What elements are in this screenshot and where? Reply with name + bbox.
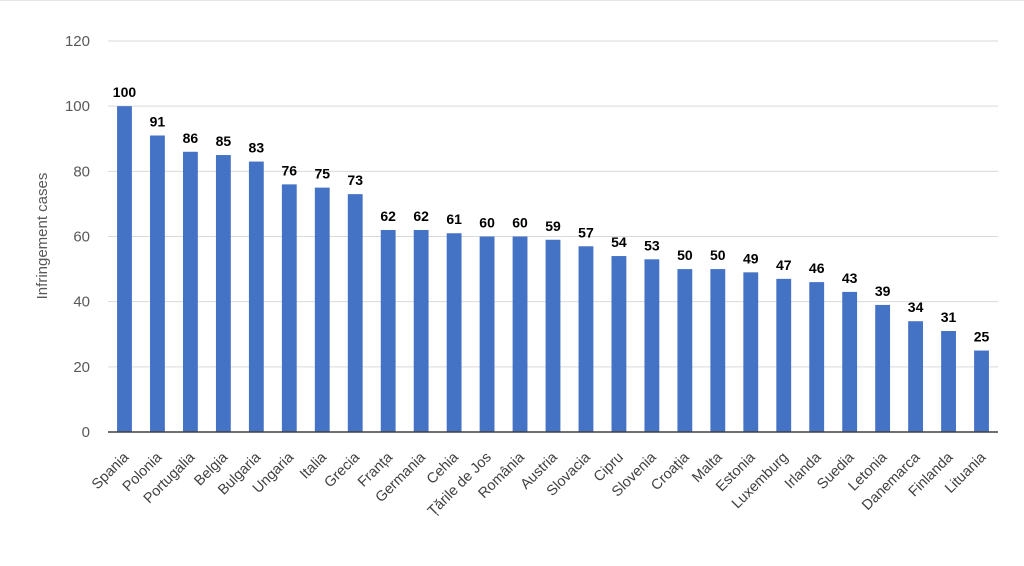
- y-tick-label: 20: [73, 359, 90, 376]
- bars: [117, 106, 989, 433]
- data-label: 49: [743, 250, 759, 266]
- data-label: 25: [974, 329, 990, 345]
- bar: [281, 184, 297, 432]
- bar: [776, 278, 792, 432]
- data-label: 54: [611, 234, 627, 250]
- y-tick-label: 120: [65, 33, 90, 50]
- bar: [215, 155, 231, 432]
- data-label: 60: [479, 215, 495, 231]
- data-label: 46: [809, 260, 825, 276]
- data-label: 85: [216, 133, 232, 149]
- bar: [677, 269, 693, 432]
- bar: [117, 106, 132, 433]
- data-label: 100: [113, 84, 137, 100]
- data-label: 60: [512, 215, 528, 231]
- data-label: 50: [677, 247, 693, 263]
- data-label: 47: [776, 257, 792, 273]
- data-label: 61: [446, 211, 462, 227]
- bar: [479, 236, 495, 432]
- data-label: 34: [908, 299, 924, 315]
- bar: [512, 236, 528, 432]
- bar: [743, 272, 759, 432]
- data-label: 59: [545, 218, 561, 234]
- bar: [545, 239, 561, 432]
- x-tick-label: Croația: [648, 449, 693, 494]
- bar: [347, 194, 363, 432]
- data-label: 31: [941, 309, 957, 325]
- data-label: 53: [644, 237, 660, 253]
- x-tick-label: Grecia: [322, 449, 364, 491]
- data-label: 50: [710, 247, 726, 263]
- bar: [809, 282, 825, 432]
- bar: [150, 135, 165, 432]
- bar: [314, 187, 330, 432]
- bar: [611, 256, 627, 432]
- bar: [908, 321, 924, 432]
- bar: [446, 233, 462, 432]
- data-label: 76: [282, 162, 298, 178]
- bar: [842, 291, 858, 432]
- data-label: 43: [842, 270, 858, 286]
- data-label: 57: [578, 224, 594, 240]
- bar: [578, 246, 594, 432]
- data-label: 83: [249, 140, 265, 156]
- bar: [248, 161, 264, 432]
- y-tick-label: 100: [65, 98, 90, 115]
- bar: [413, 229, 429, 432]
- data-label: 86: [183, 130, 199, 146]
- y-tick-label: 40: [73, 294, 90, 311]
- data-labels: 100 91 86 85 83 76 75 73 62 62 61 60 60 59 57 54 53 50 50 4…: [113, 84, 990, 344]
- bar: [974, 350, 989, 432]
- bar: [644, 259, 660, 432]
- data-label: 62: [413, 208, 429, 224]
- data-label: 75: [314, 166, 330, 182]
- data-label: 91: [150, 113, 166, 129]
- bar: [941, 330, 956, 432]
- x-axis-labels: SpaniaPoloniaPortugaliaBelgiaBulgariaUng…: [89, 449, 990, 520]
- y-axis-title: Infringement cases: [34, 173, 51, 300]
- bar: [380, 229, 396, 432]
- bar: [710, 269, 726, 432]
- y-tick-label: 0: [82, 424, 90, 441]
- data-label: 39: [875, 283, 891, 299]
- y-axis-ticks: 0 20 40 60 80 100 120: [65, 33, 90, 441]
- bar: [875, 304, 891, 432]
- data-label: 62: [380, 208, 396, 224]
- bar: [182, 151, 198, 433]
- y-tick-label: 80: [73, 163, 90, 180]
- y-tick-label: 60: [73, 229, 90, 246]
- data-label: 73: [347, 172, 363, 188]
